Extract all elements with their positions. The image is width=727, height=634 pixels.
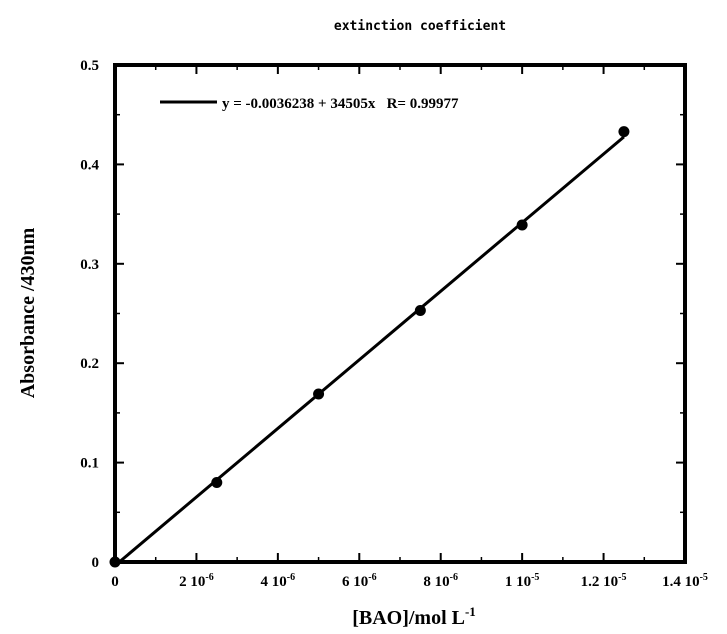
x-tick-label: 0	[111, 574, 119, 590]
x-tick-label-base: 0	[111, 574, 119, 590]
legend-text: y = -0.0036238 + 34505x R= 0.99977	[222, 96, 459, 112]
x-tick-label: 8 10-6	[423, 572, 458, 590]
x-tick-label: 1.2 10-5	[581, 572, 627, 590]
legend: y = -0.0036238 + 34505x R= 0.99977	[160, 96, 459, 112]
plot-frame	[113, 63, 687, 564]
y-tick-label: 0	[92, 555, 100, 571]
data-point	[313, 388, 325, 400]
data-point	[414, 305, 426, 317]
data-points	[109, 126, 630, 568]
x-tick-label-superscript: -5	[531, 572, 539, 583]
x-axis-label-superscript: -1	[465, 604, 476, 619]
x-tick-label-superscript: -6	[450, 572, 458, 583]
y-tick-label: 0.1	[80, 456, 99, 472]
y-tick-label: 0.4	[80, 157, 99, 173]
x-tick-label-base: 1.2 10	[581, 574, 619, 590]
x-tick-label-base: 8 10	[423, 574, 449, 590]
x-tick-label-superscript: -5	[618, 572, 626, 583]
x-tick-label-superscript: -5	[700, 572, 708, 583]
x-axis-label-base: [BAO]/mol L	[352, 607, 465, 629]
x-tick-label-base: 2 10	[179, 574, 205, 590]
data-point	[618, 126, 630, 138]
x-tick-label-base: 6 10	[342, 574, 368, 590]
y-axis-label: Absorbance /430nm	[17, 227, 39, 398]
x-tick-label-superscript: -6	[205, 572, 213, 583]
fit-line	[118, 135, 625, 564]
x-tick-label-superscript: -6	[368, 572, 376, 583]
y-tick-label: 0.5	[80, 58, 99, 74]
data-point	[516, 219, 528, 231]
y-tick-marks	[115, 64, 685, 563]
x-tick-label-base: 1 10	[505, 574, 531, 590]
x-tick-label-base: 1.4 10	[662, 574, 700, 590]
x-tick-label: 4 10-6	[261, 572, 296, 590]
y-tick-label: 0.2	[80, 356, 99, 372]
x-tick-label: 6 10-6	[342, 572, 377, 590]
x-tick-label-base: 4 10	[261, 574, 287, 590]
y-tick-labels: 0 0.1 0.2 0.3 0.4 0.5	[80, 58, 99, 571]
y-tick-label: 0.3	[80, 257, 99, 273]
x-tick-label: 2 10-6	[179, 572, 214, 590]
x-tick-label-superscript: -6	[287, 572, 295, 583]
x-tick-label: 1.4 10-5	[662, 572, 708, 590]
chart-title: extinction coefficient	[334, 19, 506, 34]
data-point	[211, 476, 223, 488]
x-tick-marks	[114, 65, 686, 562]
x-axis-label: [BAO]/mol L-1	[352, 604, 476, 629]
x-tick-label: 1 10-5	[505, 572, 540, 590]
